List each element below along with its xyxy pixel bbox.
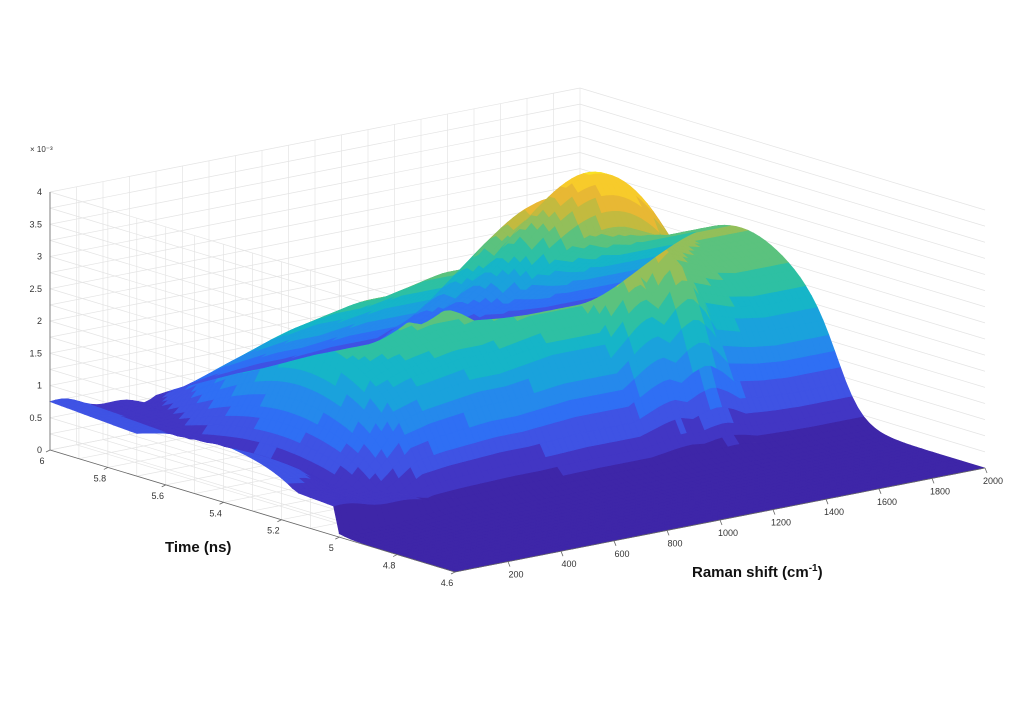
y-axis-title: Time (ns) [165,539,231,556]
z-tick-label: 3.5 [29,219,42,229]
x-tick-label: 1000 [718,528,738,538]
y-tick-label: 5.4 [209,508,222,518]
z-tick-label: 4 [37,187,42,197]
axes: 0 0.5 1 1.5 2 2.5 3 3.5 4 4.6 4.8 5 5.2 5.4 5.6 5.8 6 200… [29,187,1003,588]
x-axis-title-end: ) [818,564,823,581]
z-tick-label: 0.5 [29,413,42,423]
x-tick-label: 400 [561,559,576,569]
z-tick-label: 1.5 [29,348,42,358]
x-axis-title: Raman shift (cm-1) [692,563,823,581]
y-tick-mark [392,554,398,557]
y-tick-mark [45,449,51,453]
x-tick-label: 600 [614,549,629,559]
x-tick-mark [984,467,988,474]
x-tick-mark [507,561,511,567]
x-tick-label: 1800 [930,486,950,496]
y-tick-label: 5.8 [94,473,107,483]
z-tick-label: 2 [37,316,42,326]
x-tick-label: 1600 [877,497,897,507]
z-tick-label: 3 [37,252,42,262]
y-tick-mark [335,536,340,540]
z-tick-label: 0 [37,445,42,455]
y-tick-mark [161,484,166,488]
y-tick-label: 5.6 [151,491,164,501]
x-tick-label: 2000 [983,476,1003,486]
y-tick-label: 4.8 [383,561,396,571]
x-tick-mark [825,499,829,505]
y-tick-mark [103,467,109,470]
z-tick-label: 1 [37,381,42,391]
y-tick-label: 4.6 [441,578,454,588]
x-tick-mark [772,509,776,515]
z-exponent-label: × 10⁻³ [30,145,53,154]
x-tick-mark [719,519,723,526]
x-tick-mark [666,530,670,536]
x-tick-label: 800 [667,538,682,548]
y-tick-mark [450,571,456,575]
y-tick-label: 5.2 [267,526,280,536]
x-tick-mark [878,488,882,494]
y-tick-mark [219,501,224,505]
z-tick-label: 2.5 [29,284,42,294]
y-tick-mark [277,519,282,523]
x-tick-label: 200 [508,570,523,580]
x-axis-title-sup: -1 [809,563,818,574]
y-tick-label: 6 [39,456,44,466]
x-tick-mark [613,540,617,546]
x-tick-mark [931,478,935,484]
y-tick-label: 5 [329,543,334,553]
x-axis-title-main: Raman shift (cm [692,564,809,581]
x-tick-label: 1200 [771,518,791,528]
x-tick-mark [560,551,564,557]
x-tick-label: 1400 [824,507,844,517]
